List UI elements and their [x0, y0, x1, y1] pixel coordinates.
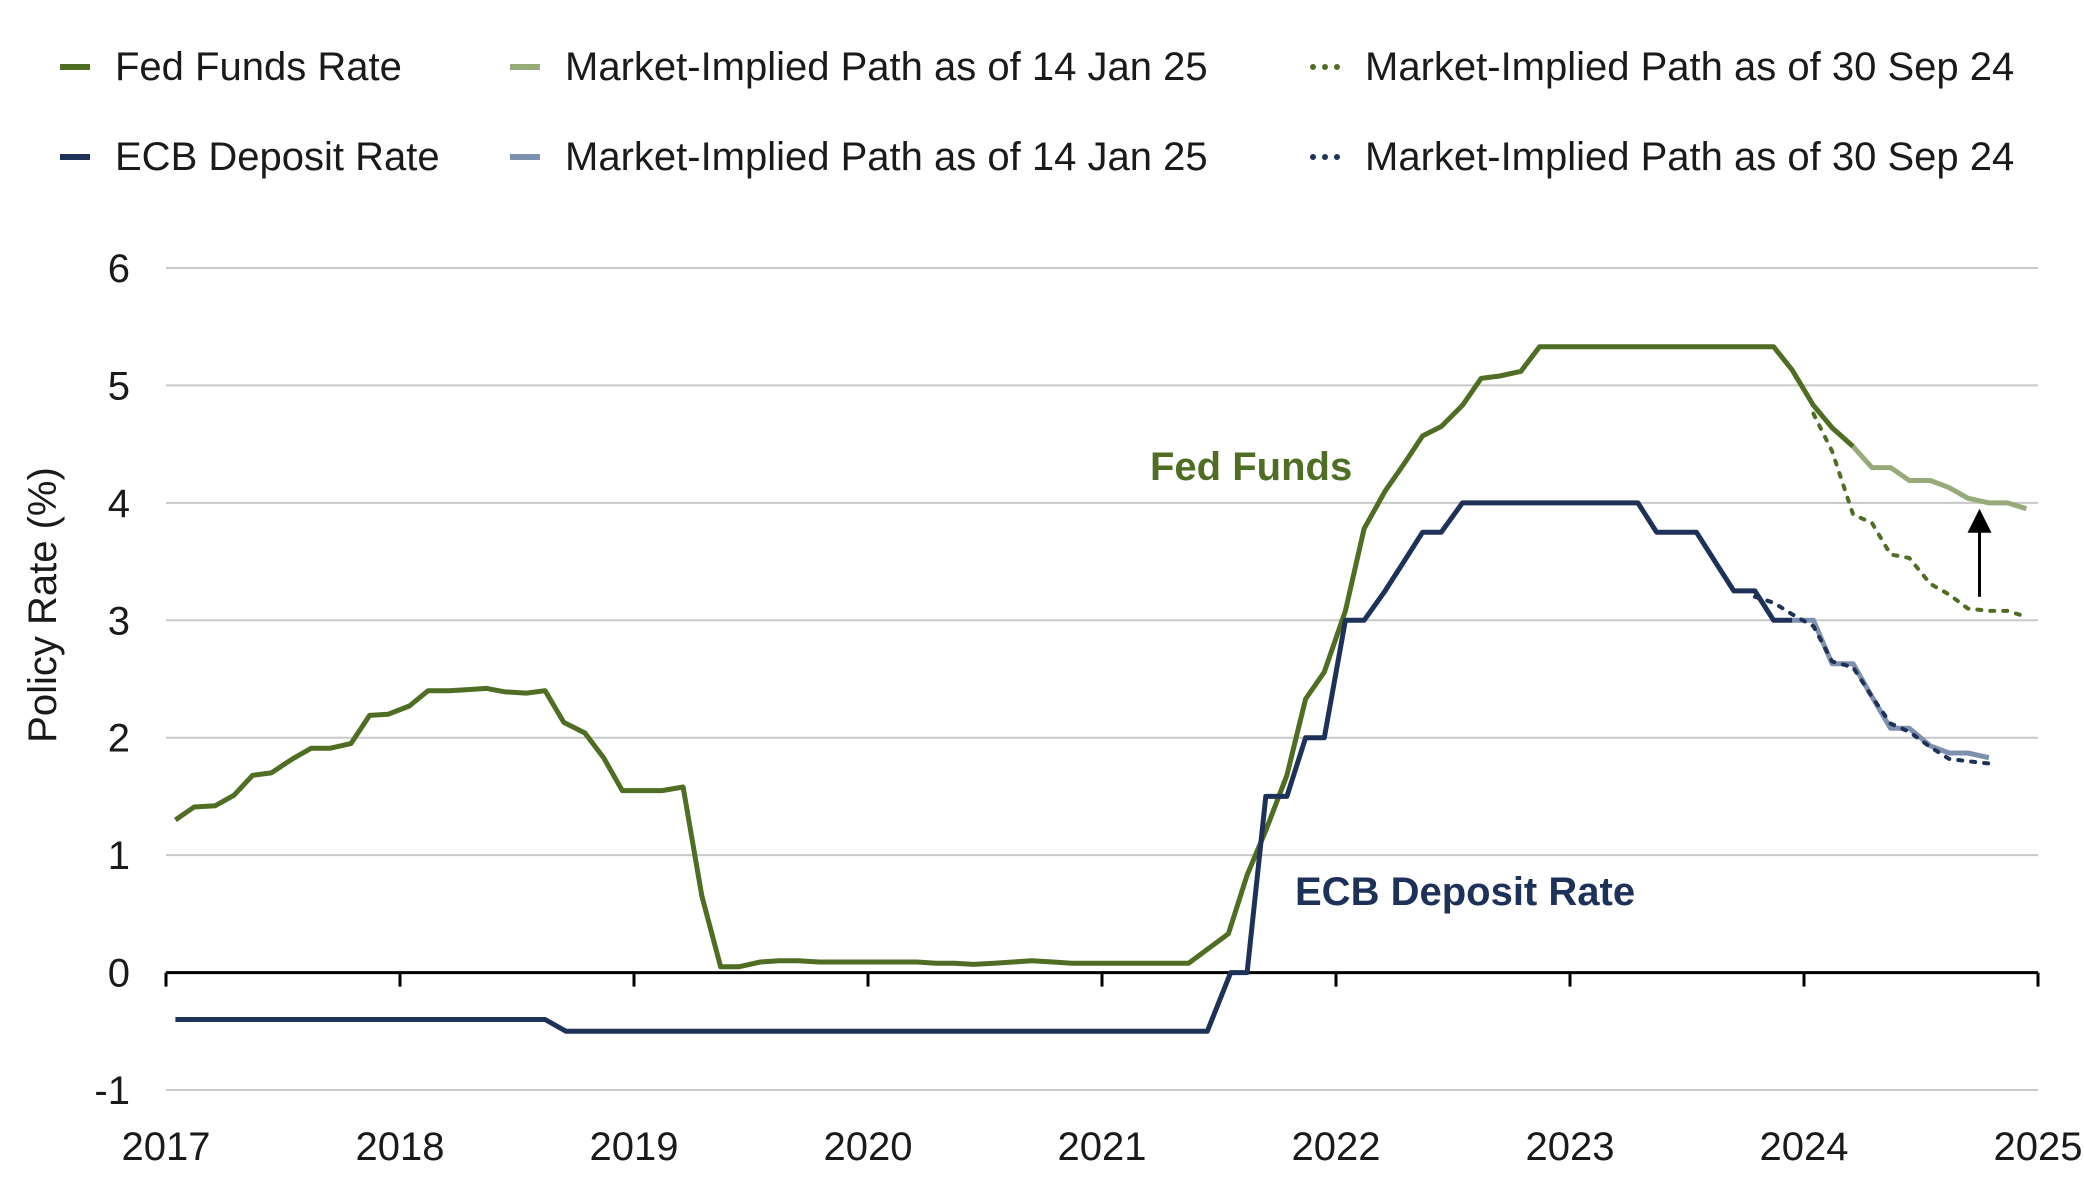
legend-item-fed-market-path-14-jan: Market-Implied Path as of 14 Jan 25	[510, 37, 1208, 97]
legend-swatch	[1310, 64, 1340, 70]
x-tick-label: 2025	[1994, 1125, 2083, 1169]
annotation-fed-funds: Fed Funds	[1150, 445, 1352, 489]
legend-label: Market-Implied Path as of 14 Jan 25	[565, 44, 1208, 89]
legend-swatch	[510, 64, 540, 70]
series-lines	[173, 344, 2029, 1034]
y-tick-label: 1	[108, 834, 130, 878]
legend-swatch	[1310, 154, 1340, 160]
legend-swatch	[510, 154, 540, 160]
y-tick-label: 5	[108, 364, 130, 408]
legend-swatch	[60, 154, 90, 160]
legend-item-fed-funds-rate: Fed Funds Rate	[60, 37, 402, 97]
y-tick-label: -1	[94, 1069, 130, 1113]
legend-item-ecb-deposit-rate: ECB Deposit Rate	[60, 127, 440, 187]
legend-label: Market-Implied Path as of 30 Sep 24	[1365, 134, 2015, 179]
x-tick-label: 2019	[590, 1125, 679, 1169]
legend-item-fed-market-path-30-sep: Market-Implied Path as of 30 Sep 24	[1310, 37, 2014, 97]
legend-label: Market-Implied Path as of 14 Jan 25	[565, 134, 1208, 179]
legend-label: Fed Funds Rate	[115, 44, 402, 89]
y-tick-label: 0	[108, 952, 130, 996]
x-tick-label: 2021	[1058, 1125, 1147, 1169]
y-tick-label: 6	[108, 247, 130, 291]
y-tick-label: 3	[108, 599, 130, 643]
series-line-1	[1851, 444, 2028, 512]
series-line-2	[1811, 411, 2029, 619]
annotation-ecb-deposit-rate: ECB Deposit Rate	[1295, 870, 1635, 914]
x-tick-label: 2017	[122, 1125, 211, 1169]
series-line-3	[175, 500, 1793, 1034]
series-line-5	[1752, 594, 1991, 766]
series-line-0	[173, 344, 1855, 970]
x-tick-label: 2024	[1760, 1125, 1849, 1169]
legend-item-ecb-market-path-14-jan: Market-Implied Path as of 14 Jan 25	[510, 127, 1208, 187]
x-tick-label: 2020	[824, 1125, 913, 1169]
gridlines	[166, 267, 2038, 1091]
x-tick-label: 2018	[356, 1125, 445, 1169]
axes: 6 5 4 3 2 1 0 -1 2017 2018 2019 2020 2021 2022 2023 202…	[94, 247, 2082, 1169]
legend-label: Market-Implied Path as of 30 Sep 24	[1365, 44, 2015, 89]
legend-item-ecb-market-path-30-sep: Market-Implied Path as of 30 Sep 24	[1310, 127, 2014, 187]
x-tick-label: 2023	[1526, 1125, 1615, 1169]
y-axis-title: Policy Rate (%)	[21, 467, 65, 743]
y-tick-label: 2	[108, 717, 130, 761]
y-tick-label: 4	[108, 482, 130, 526]
x-tick-label: 2022	[1292, 1125, 1381, 1169]
arrow-annotation	[1967, 508, 1992, 597]
legend-swatch	[60, 64, 90, 70]
arrow-head	[1967, 508, 1992, 533]
legend-label: ECB Deposit Rate	[115, 134, 440, 179]
